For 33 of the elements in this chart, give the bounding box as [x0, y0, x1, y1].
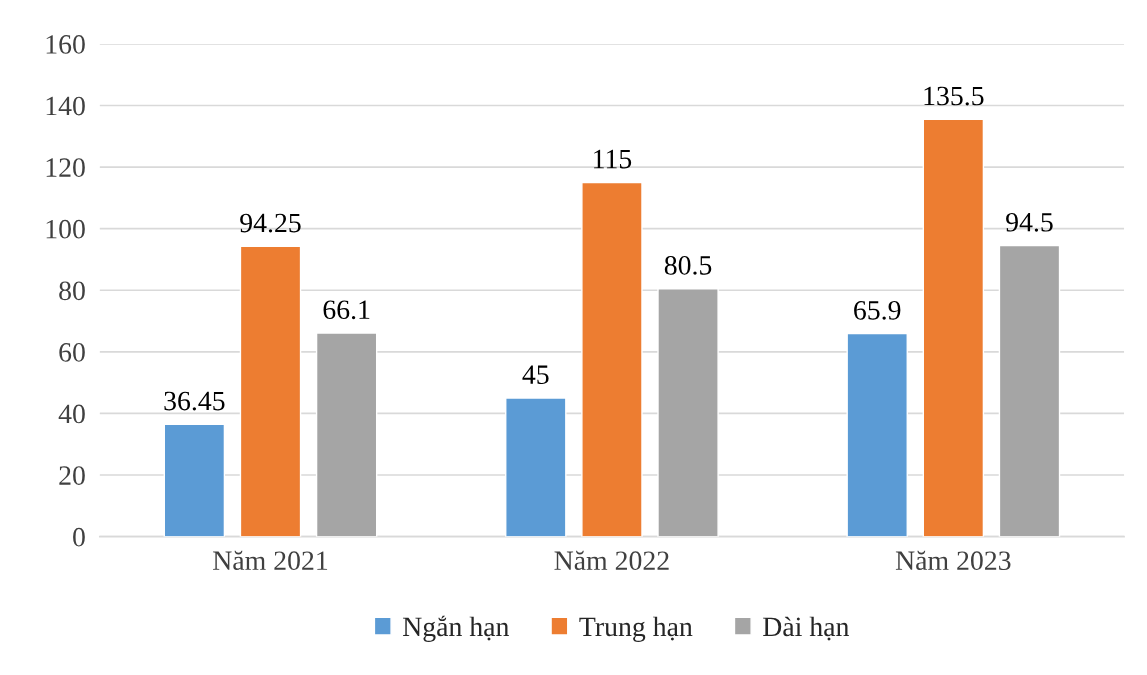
bar	[846, 332, 908, 537]
bar	[315, 332, 378, 537]
bar	[239, 245, 302, 537]
bar	[922, 118, 985, 537]
data-label: 65.9	[854, 301, 901, 320]
y-tick-label: 100	[46, 219, 85, 239]
data-label: 115	[594, 149, 632, 169]
legend-label: Dài hạn	[763, 616, 850, 641]
legend-label: Ngắn hạn	[402, 615, 509, 642]
y-tick-label: 60	[59, 343, 85, 362]
data-label: 80.5	[664, 255, 712, 275]
x-tick-label: Năm 2021	[213, 550, 328, 571]
data-label: 94.5	[1006, 212, 1053, 232]
x-tick-label: Năm 2023	[895, 550, 1011, 571]
y-tick-label: 0	[73, 527, 85, 547]
y-tick-label: 20	[59, 466, 85, 485]
y-tick-label: 160	[46, 35, 85, 54]
bar	[657, 288, 719, 537]
y-tick-label: 140	[46, 96, 85, 116]
legend-label: Trung hạn	[579, 616, 693, 642]
data-label: 94.25	[240, 213, 301, 233]
y-tick-label: 40	[58, 404, 85, 424]
bar	[505, 397, 567, 537]
bar	[581, 181, 643, 537]
data-label: 135.5	[924, 86, 984, 106]
data-label: 45	[522, 365, 549, 385]
bar	[163, 423, 226, 537]
y-tick-label: 120	[46, 158, 85, 177]
data-label: 36.45	[164, 391, 225, 411]
x-tick-label: Năm 2022	[554, 550, 669, 571]
y-tick-label: 80	[59, 281, 85, 301]
bar	[998, 244, 1061, 537]
data-label: 66.1	[323, 300, 370, 320]
